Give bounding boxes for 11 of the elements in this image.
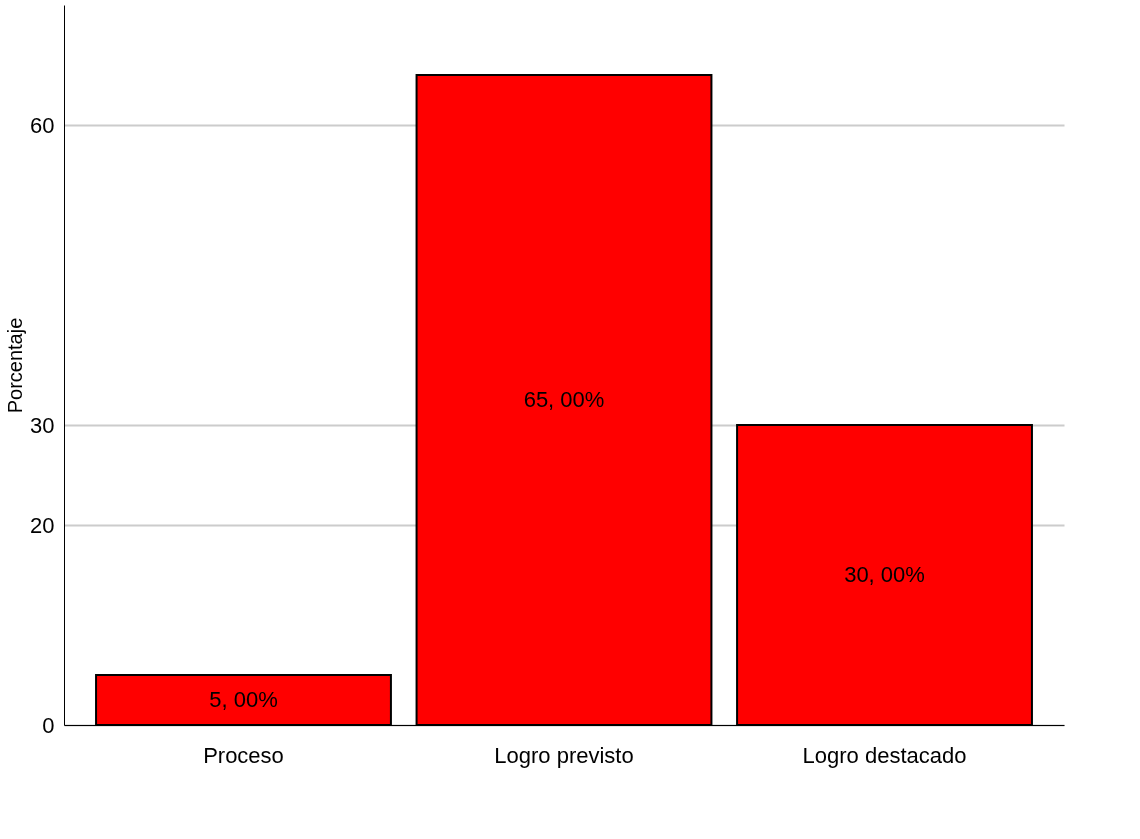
x-tick-label: Logro destacado (802, 742, 967, 768)
y-axis-title: Porcentaje (4, 317, 27, 414)
y-tick-label: 60 (30, 112, 55, 138)
x-tick-label: Proceso (203, 742, 284, 768)
y-tick-label: 30 (30, 412, 55, 438)
y-tick-label: 20 (30, 512, 55, 538)
y-tick-label: 0 (42, 712, 55, 738)
data-label: 5, 00% (209, 687, 278, 712)
data-label: 65, 00% (523, 387, 605, 412)
x-tick-label: Logro previsto (494, 742, 634, 768)
data-label: 30, 00% (844, 562, 925, 587)
